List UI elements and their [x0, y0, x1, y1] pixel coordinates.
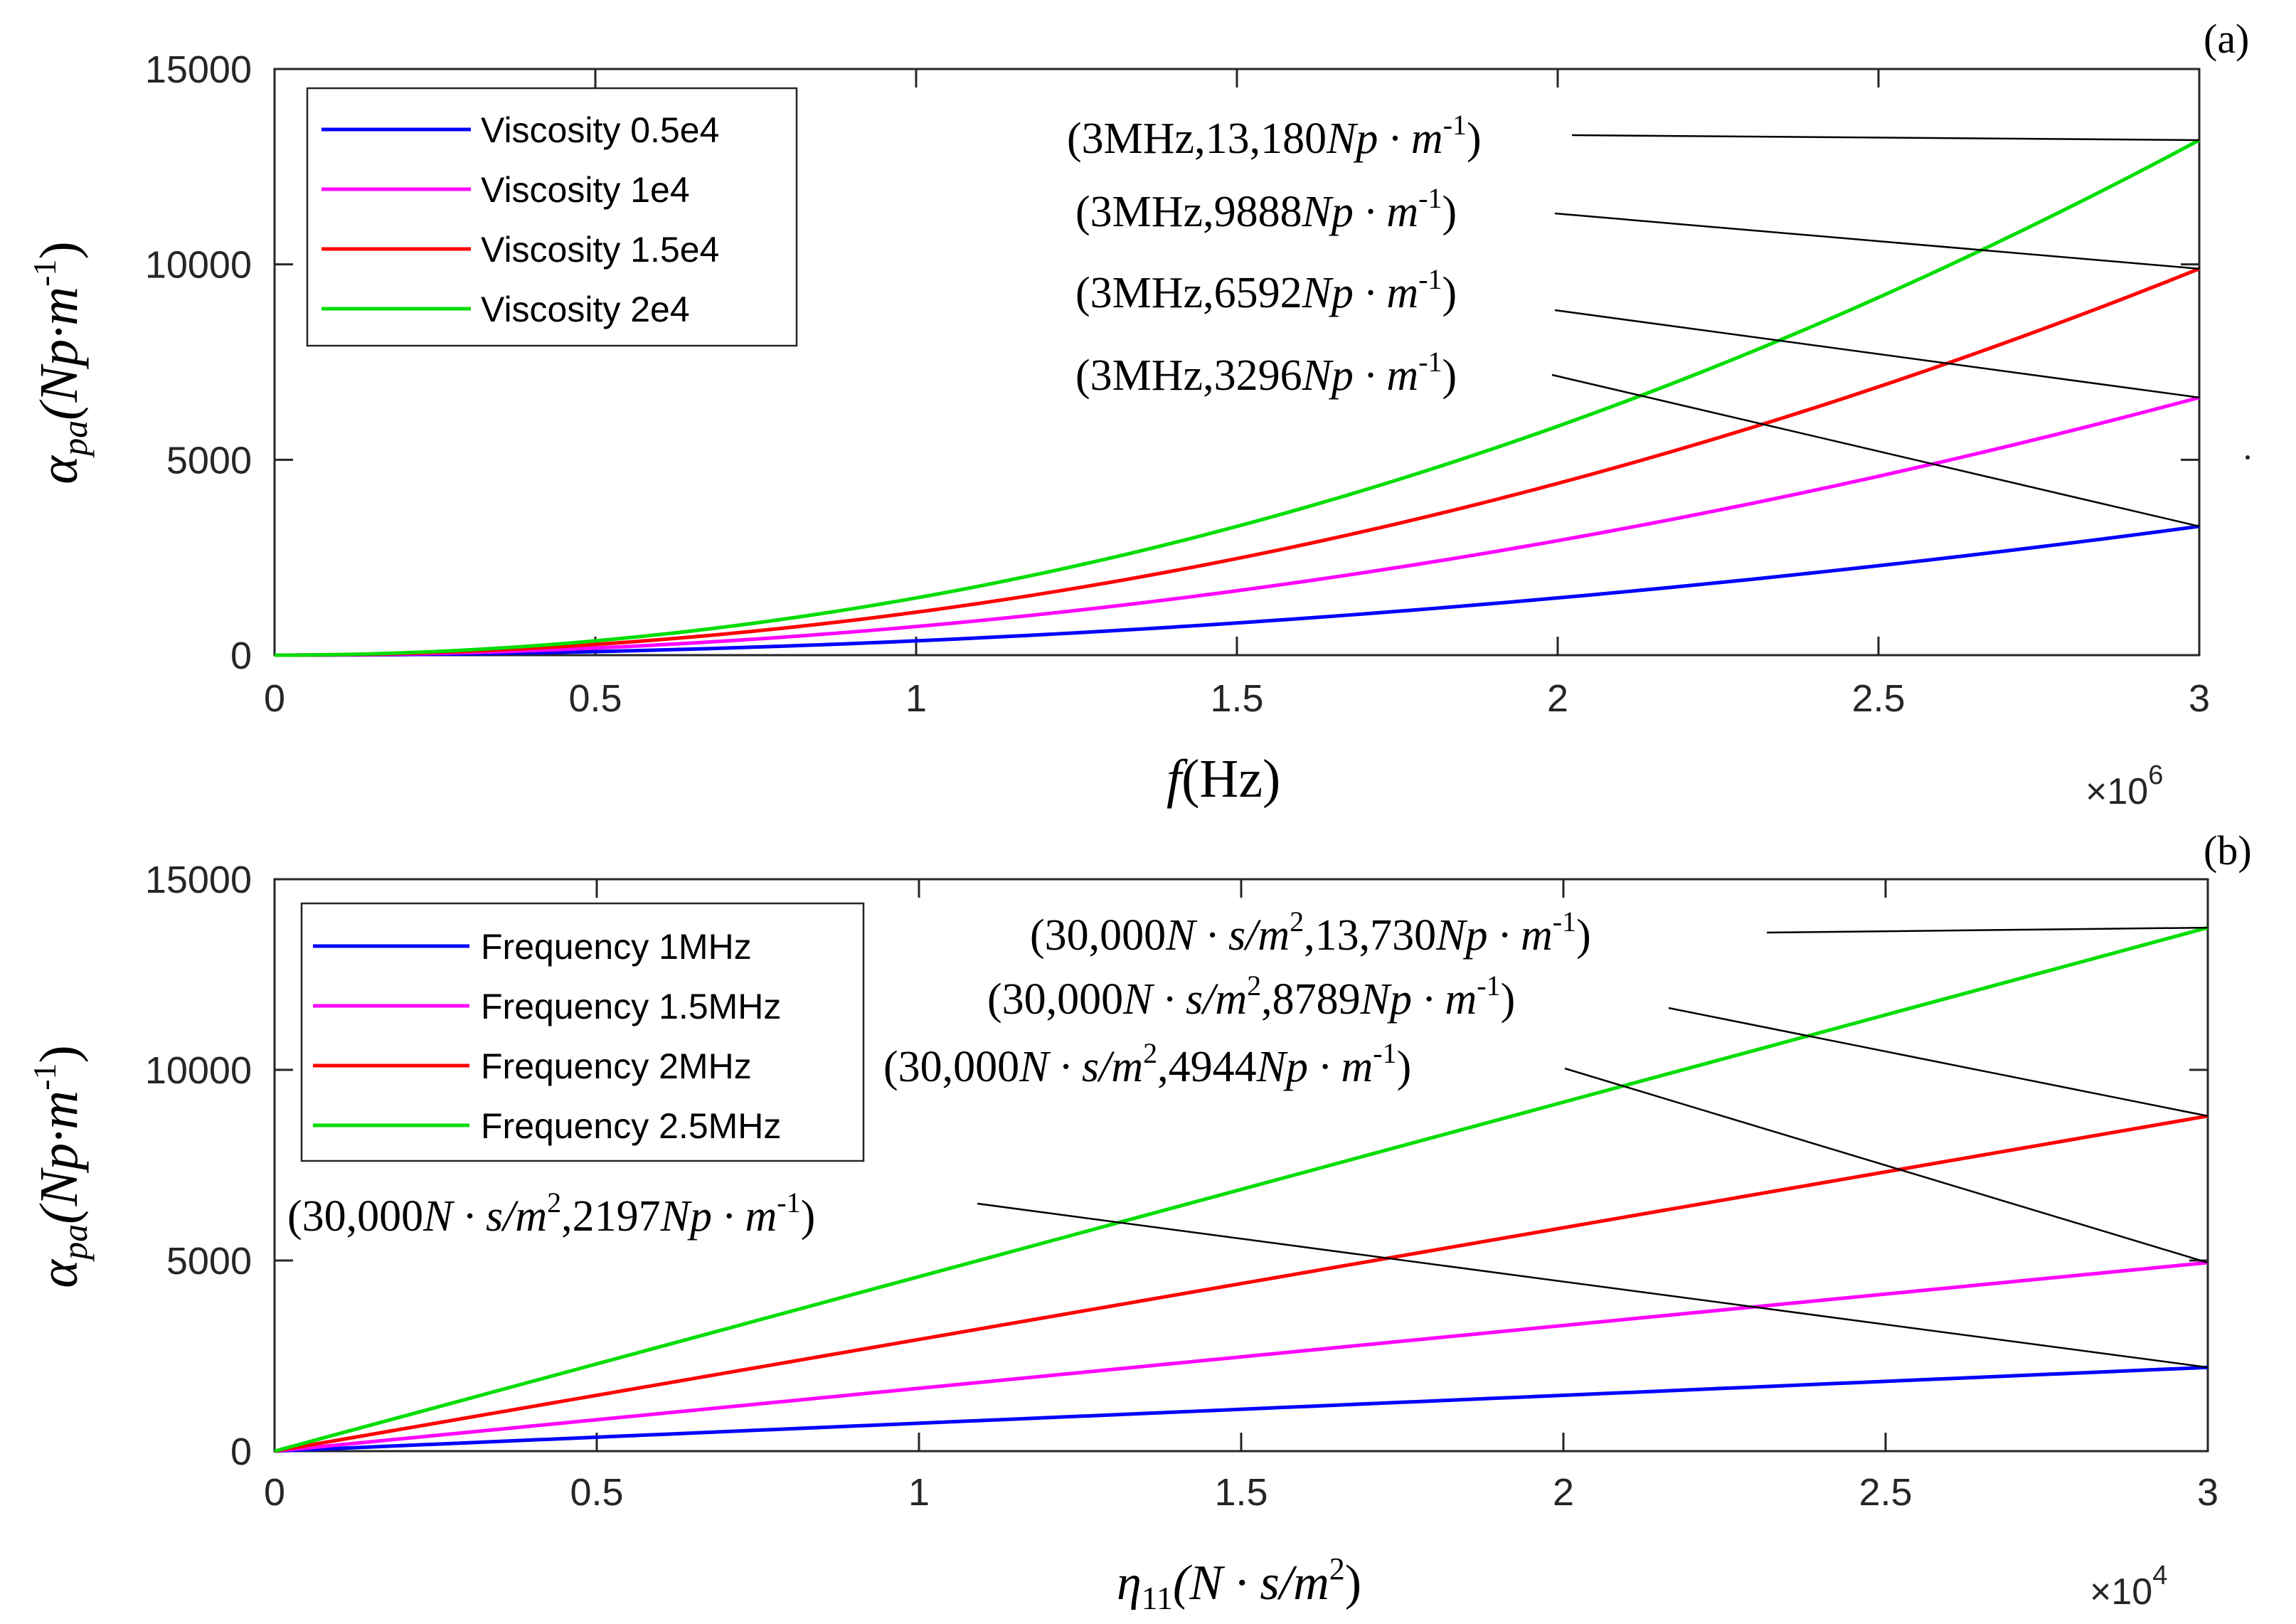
stray-dot	[2245, 455, 2250, 460]
x-tick-labels-b: 0 0.5 1 1.5 2 2.5 3	[264, 1471, 2218, 1514]
y-axis-label-a: αpa(Np·m-1)	[26, 241, 95, 484]
annotation-a-4: (3MHz,3296Np · m-1)	[1075, 346, 1457, 400]
x-tick-label: 3	[2189, 677, 2210, 720]
x-tick-label: 1	[908, 1471, 930, 1514]
panel-label-a: (a)	[2204, 16, 2249, 62]
annotation-leader-1	[1766, 926, 2209, 934]
x-tick-label: 1.5	[1214, 1471, 1267, 1514]
y-tick-label: 5000	[166, 439, 252, 482]
series-line-3	[274, 267, 2200, 657]
x-tick-label: 1	[905, 677, 927, 720]
annotation-b-4: (30,000N · s/m2,2197Np · m-1)	[287, 1187, 815, 1241]
annotation-b-1: (30,000N · s/m2,13,730Np · m-1)	[1030, 906, 1591, 960]
legend-label-4: Frequency 2.5MHz	[481, 1106, 781, 1146]
annotation-leaders-a	[1551, 134, 2200, 528]
y-tick-label: 15000	[145, 48, 252, 91]
annotation-leader-2	[1668, 1007, 2209, 1118]
annotation-leader-4	[977, 1202, 2209, 1369]
x-multiplier-b: ×104	[2090, 1561, 2167, 1613]
legend-label-2: Viscosity 1e4	[481, 170, 690, 210]
panel-b: 0 0.5 1 1.5 2 2.5 3 0 5000 10000 15000 Frequency …	[26, 827, 2252, 1616]
annotation-a-3: (3MHz,6592Np · m-1)	[1075, 263, 1457, 317]
legend-label-2: Frequency 1.5MHz	[481, 987, 781, 1026]
x-tick-labels-a: 0 0.5 1 1.5 2 2.5 3	[264, 677, 2210, 720]
y-tick-label: 10000	[145, 244, 252, 287]
annotation-leader-1	[1571, 134, 2200, 142]
x-axis-label-b: η11(N · s/m2)	[1117, 1551, 1361, 1616]
y-tick-labels-a: 0 5000 10000 15000	[145, 48, 252, 677]
y-axis-label-b: αpa(Np·m-1)	[26, 1045, 95, 1288]
series-line-4	[274, 138, 2201, 657]
annotation-leader-2	[1554, 212, 2200, 270]
series-line-4	[274, 925, 2209, 1453]
annotation-leader-3	[1564, 1067, 2209, 1264]
annotations-b: (30,000N · s/m2,13,730Np · m-1) (30,000N…	[287, 906, 1591, 1241]
annotation-leader-3	[1554, 309, 2200, 399]
series-group-b	[274, 925, 2209, 1453]
legend-label-3: Frequency 2MHz	[481, 1046, 752, 1086]
legend-label-3: Viscosity 1.5e4	[481, 230, 719, 270]
y-tick-label: 0	[230, 635, 252, 677]
series-line-2	[274, 1261, 2209, 1453]
x-tick-label: 1.5	[1210, 677, 1263, 720]
y-tick-label: 15000	[145, 859, 252, 901]
x-tick-label: 0	[264, 1471, 285, 1514]
series-line-3	[274, 1114, 2209, 1453]
x-tick-label: 0.5	[568, 677, 622, 720]
y-tick-labels-b: 0 5000 10000 15000	[145, 859, 252, 1473]
series-line-1	[274, 524, 2200, 657]
legend-b: Frequency 1MHz Frequency 1.5MHz Frequency …	[313, 927, 781, 1146]
panel-a: 0 0.5 1 1.5 2 2.5 3 0 5000 10000 15000 Viscosity …	[26, 16, 2249, 812]
legend-a: Viscosity 0.5e4 Viscosity 1e4 Viscosity 1.…	[321, 110, 719, 329]
annotations-a: (3MHz,13,180Np · m-1) (3MHz,9888Np · m-1…	[1067, 109, 1482, 400]
annotation-b-2: (30,000N · s/m2,8789Np · m-1)	[987, 970, 1515, 1024]
x-axis-label-a: f(Hz)	[1166, 749, 1280, 809]
x-tick-label: 0	[264, 677, 285, 720]
annotation-leader-4	[1551, 373, 2200, 528]
annotation-a-1: (3MHz,13,180Np · m-1)	[1067, 109, 1482, 163]
x-tick-label: 2	[1553, 1471, 1574, 1514]
y-tick-label: 0	[230, 1431, 252, 1473]
axis-ticks-a	[273, 68, 2201, 657]
annotation-leaders-b	[977, 926, 2209, 1369]
annotation-b-3: (30,000N · s/m2,4944Np · m-1)	[883, 1037, 1411, 1091]
annotation-a-2: (3MHz,9888Np · m-1)	[1075, 182, 1457, 236]
series-line-2	[274, 396, 2200, 657]
legend-label-1: Viscosity 0.5e4	[481, 110, 719, 150]
y-tick-label: 5000	[166, 1240, 252, 1283]
panel-label-b: (b)	[2204, 827, 2252, 874]
x-multiplier-a: ×106	[2085, 760, 2163, 812]
x-tick-label: 3	[2197, 1471, 2218, 1514]
x-tick-label: 2.5	[1851, 677, 1905, 720]
y-tick-label: 10000	[145, 1049, 252, 1092]
x-tick-label: 0.5	[570, 1471, 623, 1514]
x-tick-label: 2.5	[1859, 1471, 1912, 1514]
legend-label-1: Frequency 1MHz	[481, 927, 752, 967]
series-group-a	[274, 138, 2201, 657]
legend-label-4: Viscosity 2e4	[481, 290, 690, 329]
x-tick-label: 2	[1547, 677, 1568, 720]
series-line-1	[274, 1365, 2209, 1453]
